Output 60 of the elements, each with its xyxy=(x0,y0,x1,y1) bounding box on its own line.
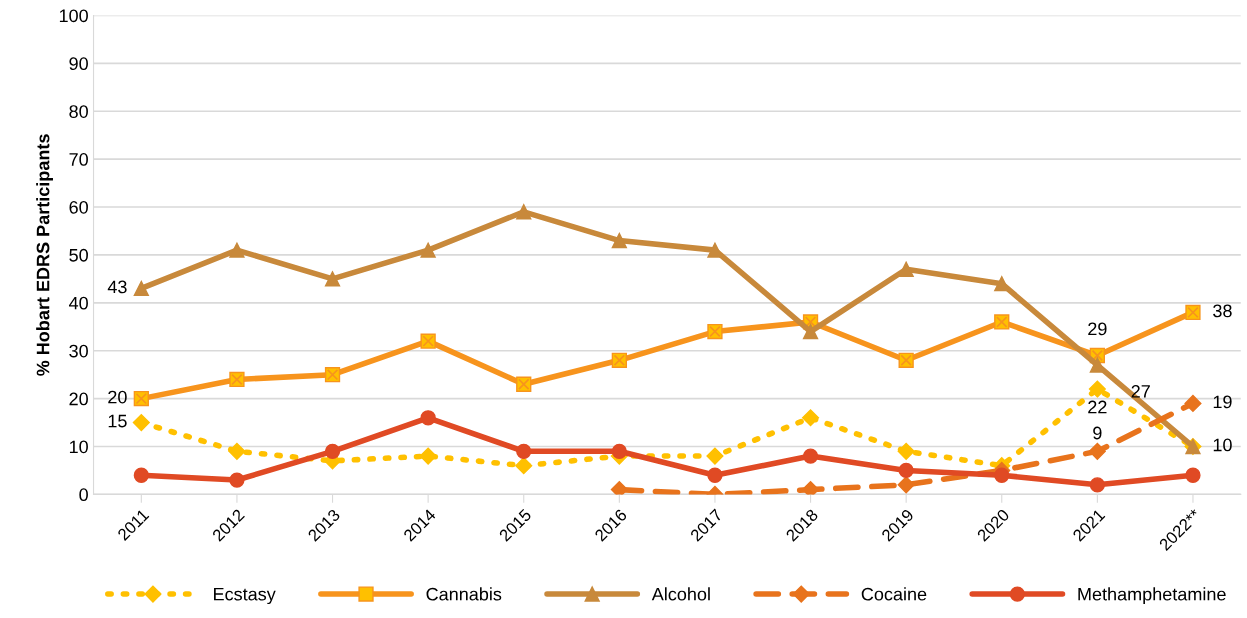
y-tick-label: 100 xyxy=(59,9,88,23)
point xyxy=(610,481,628,495)
point xyxy=(515,457,533,475)
point xyxy=(324,443,341,459)
point xyxy=(324,271,341,287)
point xyxy=(420,410,436,426)
y-tick-label: 40 xyxy=(69,296,88,310)
y-tick-label: 30 xyxy=(69,344,88,358)
y-tick-label: 0 xyxy=(79,488,88,502)
y-tick-label: 10 xyxy=(69,440,88,454)
point xyxy=(516,204,532,220)
point xyxy=(898,261,914,277)
y-tick-label: 60 xyxy=(69,200,88,214)
point xyxy=(420,242,436,258)
point xyxy=(802,448,819,464)
point xyxy=(229,242,245,258)
legend-label: Cocaine xyxy=(861,587,927,601)
legend-label: Ecstasy xyxy=(214,587,276,605)
data-label: 15 xyxy=(108,414,127,428)
data-label: 10 xyxy=(1213,438,1232,452)
data-label: 27 xyxy=(1131,385,1150,398)
point xyxy=(229,472,245,488)
point xyxy=(801,409,820,427)
point xyxy=(611,232,627,249)
point xyxy=(419,447,437,465)
point xyxy=(1185,467,1201,483)
data-label: 9 xyxy=(1093,426,1102,440)
point xyxy=(802,323,819,340)
y-axis-title: % Hobart EDRS Participants xyxy=(36,134,53,376)
data-label: 38 xyxy=(1213,304,1232,318)
legend-label: Methamphetamine xyxy=(1078,587,1226,605)
point xyxy=(1088,442,1106,460)
data-label: 22 xyxy=(1088,400,1107,414)
data-label: 43 xyxy=(107,280,127,294)
point xyxy=(1089,477,1105,493)
point xyxy=(898,462,914,479)
y-tick-label: 50 xyxy=(69,248,88,262)
y-tick-label: 20 xyxy=(69,392,88,406)
legend-label: Alcohol xyxy=(651,587,710,601)
point xyxy=(228,442,246,460)
point xyxy=(897,476,915,494)
y-tick-label: 90 xyxy=(69,57,88,71)
point xyxy=(133,467,149,483)
point xyxy=(1088,380,1106,398)
data-label: 20 xyxy=(108,390,127,404)
y-tick-label: 70 xyxy=(69,153,88,166)
legend-label: Cannabis xyxy=(426,587,502,601)
point xyxy=(133,280,149,297)
data-label: 29 xyxy=(1088,322,1107,336)
point xyxy=(611,443,627,459)
point xyxy=(994,467,1010,483)
data-label: 19 xyxy=(1213,395,1232,409)
point xyxy=(707,467,723,483)
point xyxy=(516,443,532,459)
point xyxy=(706,447,724,465)
y-tick-label: 80 xyxy=(69,105,88,118)
point xyxy=(1184,394,1202,412)
point xyxy=(897,442,915,460)
point xyxy=(1089,357,1105,373)
point xyxy=(132,414,150,432)
